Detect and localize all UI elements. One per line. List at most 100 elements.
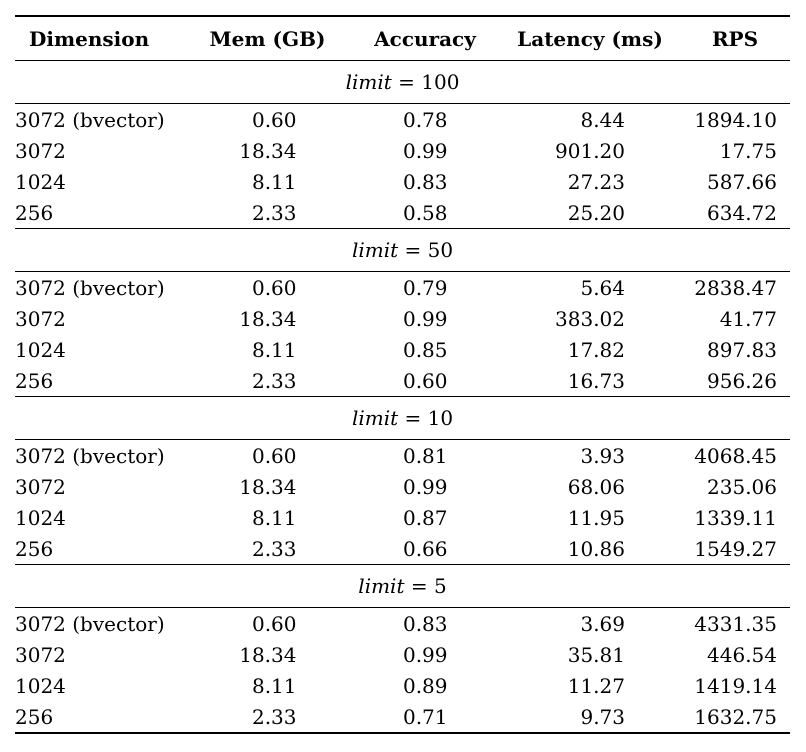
rps-cell: 4331.35: [680, 608, 790, 640]
table-row: 3072 18.34 0.99 35.81 446.54: [15, 639, 790, 670]
mem-cell: 18.34: [185, 135, 350, 166]
header-row: Dimension Mem (GB) Accuracy Latency (ms)…: [15, 16, 790, 61]
accuracy-cell: 0.78: [350, 104, 500, 136]
accuracy-cell: 0.85: [350, 334, 500, 365]
dimension-cell: 256: [15, 704, 54, 729]
latency-cell: 8.44: [500, 104, 680, 136]
section-title-value: = 10: [398, 406, 454, 430]
mem-cell: 0.60: [185, 272, 350, 304]
accuracy-cell: 0.89: [350, 670, 500, 701]
mem-cell: 8.11: [185, 502, 350, 533]
mem-cell-value: 8.11: [251, 505, 297, 530]
mem-cell-value: 18.34: [239, 138, 297, 163]
rps-cell-value: 17.75: [719, 138, 777, 163]
rps-cell: 956.26: [680, 365, 790, 397]
table-row: 3072 18.34 0.99 68.06 235.06: [15, 471, 790, 502]
rps-cell: 4068.45: [680, 440, 790, 472]
rps-cell-value: 897.83: [707, 337, 777, 362]
accuracy-cell: 0.99: [350, 135, 500, 166]
mem-cell-value: 2.33: [251, 200, 297, 225]
mem-cell: 2.33: [185, 365, 350, 397]
latency-cell-value: 27.23: [567, 169, 625, 194]
mem-cell: 8.11: [185, 334, 350, 365]
accuracy-cell-value: 0.99: [402, 474, 448, 499]
rps-cell: 634.72: [680, 197, 790, 229]
rps-cell: 1419.14: [680, 670, 790, 701]
table-row: 1024 8.11 0.89 11.27 1419.14: [15, 670, 790, 701]
latency-cell: 35.81: [500, 639, 680, 670]
latency-cell-value: 11.95: [567, 505, 625, 530]
rps-cell: 446.54: [680, 639, 790, 670]
section-title-row: limit = 100: [15, 60, 790, 104]
mem-cell-value: 18.34: [239, 642, 297, 667]
accuracy-cell: 0.87: [350, 502, 500, 533]
mem-cell: 0.60: [185, 608, 350, 640]
latency-cell-value: 3.93: [580, 443, 625, 468]
section-title-row: limit = 5: [15, 564, 790, 608]
mem-cell-value: 8.11: [251, 673, 297, 698]
latency-cell: 3.93: [500, 440, 680, 472]
benchmark-table-wrapper: Dimension Mem (GB) Accuracy Latency (ms)…: [15, 15, 790, 734]
accuracy-cell: 0.99: [350, 471, 500, 502]
latency-cell: 9.73: [500, 701, 680, 733]
accuracy-cell: 0.79: [350, 272, 500, 304]
rps-cell-value: 587.66: [707, 169, 777, 194]
section-title: limit = 50: [15, 229, 790, 272]
section-title-variable: limit: [358, 574, 405, 598]
latency-cell-value: 383.02: [555, 306, 625, 331]
latency-cell-value: 8.44: [580, 107, 625, 132]
section-title: limit = 100: [15, 61, 790, 104]
mem-cell: 2.33: [185, 701, 350, 733]
dimension-cell: 1024: [15, 505, 66, 530]
table-row: 256 2.33 0.71 9.73 1632.75: [15, 701, 790, 733]
rps-cell-value: 1549.27: [694, 536, 777, 561]
latency-cell-value: 9.73: [580, 704, 625, 729]
latency-cell: 68.06: [500, 471, 680, 502]
rps-cell: 1549.27: [680, 533, 790, 565]
latency-cell-value: 901.20: [555, 138, 625, 163]
table-row: 3072 (bvector) 0.60 0.78 8.44 1894.10: [15, 104, 790, 136]
rps-cell-value: 956.26: [707, 368, 777, 393]
accuracy-cell-value: 0.66: [402, 536, 448, 561]
col-header-mem: Mem (GB): [209, 26, 326, 51]
dimension-cell: 1024: [15, 673, 66, 698]
accuracy-cell-value: 0.99: [402, 306, 448, 331]
mem-cell: 18.34: [185, 471, 350, 502]
section-title-variable: limit: [351, 238, 399, 262]
latency-cell: 17.82: [500, 334, 680, 365]
rps-cell-value: 1419.14: [694, 673, 777, 698]
mem-cell-value: 8.11: [251, 169, 297, 194]
rps-cell: 1632.75: [680, 701, 790, 733]
accuracy-cell-value: 0.83: [402, 169, 448, 194]
accuracy-cell: 0.71: [350, 701, 500, 733]
table-row: 256 2.33 0.58 25.20 634.72: [15, 197, 790, 229]
latency-cell: 10.86: [500, 533, 680, 565]
dimension-cell: 256: [15, 368, 54, 393]
dimension-cell: 3072: [15, 306, 66, 331]
section-title-row: limit = 10: [15, 396, 790, 440]
accuracy-cell-value: 0.78: [402, 107, 448, 132]
col-header-accuracy: Accuracy: [374, 26, 476, 51]
latency-cell-value: 68.06: [567, 474, 625, 499]
dimension-cell: 3072: [15, 474, 66, 499]
rps-cell-value: 2838.47: [694, 275, 777, 300]
rps-cell: 235.06: [680, 471, 790, 502]
accuracy-cell-value: 0.85: [402, 337, 448, 362]
mem-cell-value: 0.60: [251, 611, 297, 636]
latency-cell-value: 35.81: [567, 642, 625, 667]
table-row: 3072 (bvector) 0.60 0.83 3.69 4331.35: [15, 608, 790, 640]
accuracy-cell: 0.83: [350, 608, 500, 640]
mem-cell-value: 18.34: [239, 474, 297, 499]
mem-cell-value: 0.60: [251, 107, 297, 132]
dimension-cell: 1024: [15, 169, 66, 194]
table-row: 3072 (bvector) 0.60 0.81 3.93 4068.45: [15, 440, 790, 472]
accuracy-cell: 0.81: [350, 440, 500, 472]
dimension-cell: 3072 (bvector): [15, 443, 165, 468]
rps-cell: 41.77: [680, 303, 790, 334]
rps-cell: 587.66: [680, 166, 790, 197]
latency-cell-value: 11.27: [567, 673, 625, 698]
col-header-rps: RPS: [711, 26, 759, 51]
section-title-row: limit = 50: [15, 228, 790, 272]
accuracy-cell-value: 0.99: [402, 138, 448, 163]
mem-cell: 18.34: [185, 639, 350, 670]
